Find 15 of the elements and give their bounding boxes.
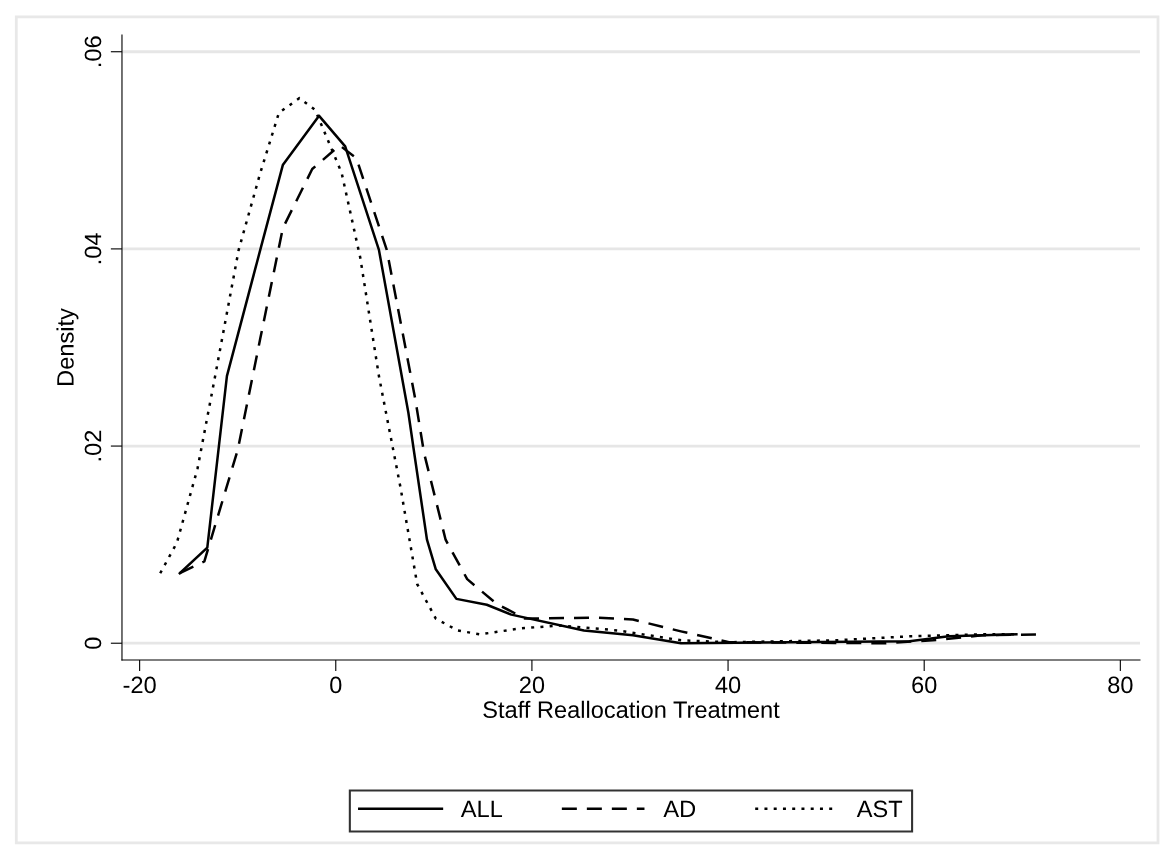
y-tick-label: .04 <box>84 233 102 264</box>
y-tick-label: .02 <box>84 430 102 461</box>
legend-label: AD <box>663 800 696 818</box>
legend-label: ALL <box>460 800 503 818</box>
x-tick-label: -20 <box>123 676 156 694</box>
x-tick-label: 20 <box>519 676 545 694</box>
x-tick-label: 40 <box>715 676 741 694</box>
x-tick-label: 0 <box>330 676 342 694</box>
x-axis-title: Staff Reallocation Treatment <box>483 700 780 719</box>
x-tick-label: 60 <box>912 676 937 694</box>
legend-label: AST <box>856 800 903 818</box>
y-tick-label: 0 <box>84 637 102 649</box>
y-axis-title: Density <box>56 308 79 385</box>
y-tick-label: .06 <box>84 36 102 66</box>
x-tick-label: 80 <box>1108 676 1133 694</box>
